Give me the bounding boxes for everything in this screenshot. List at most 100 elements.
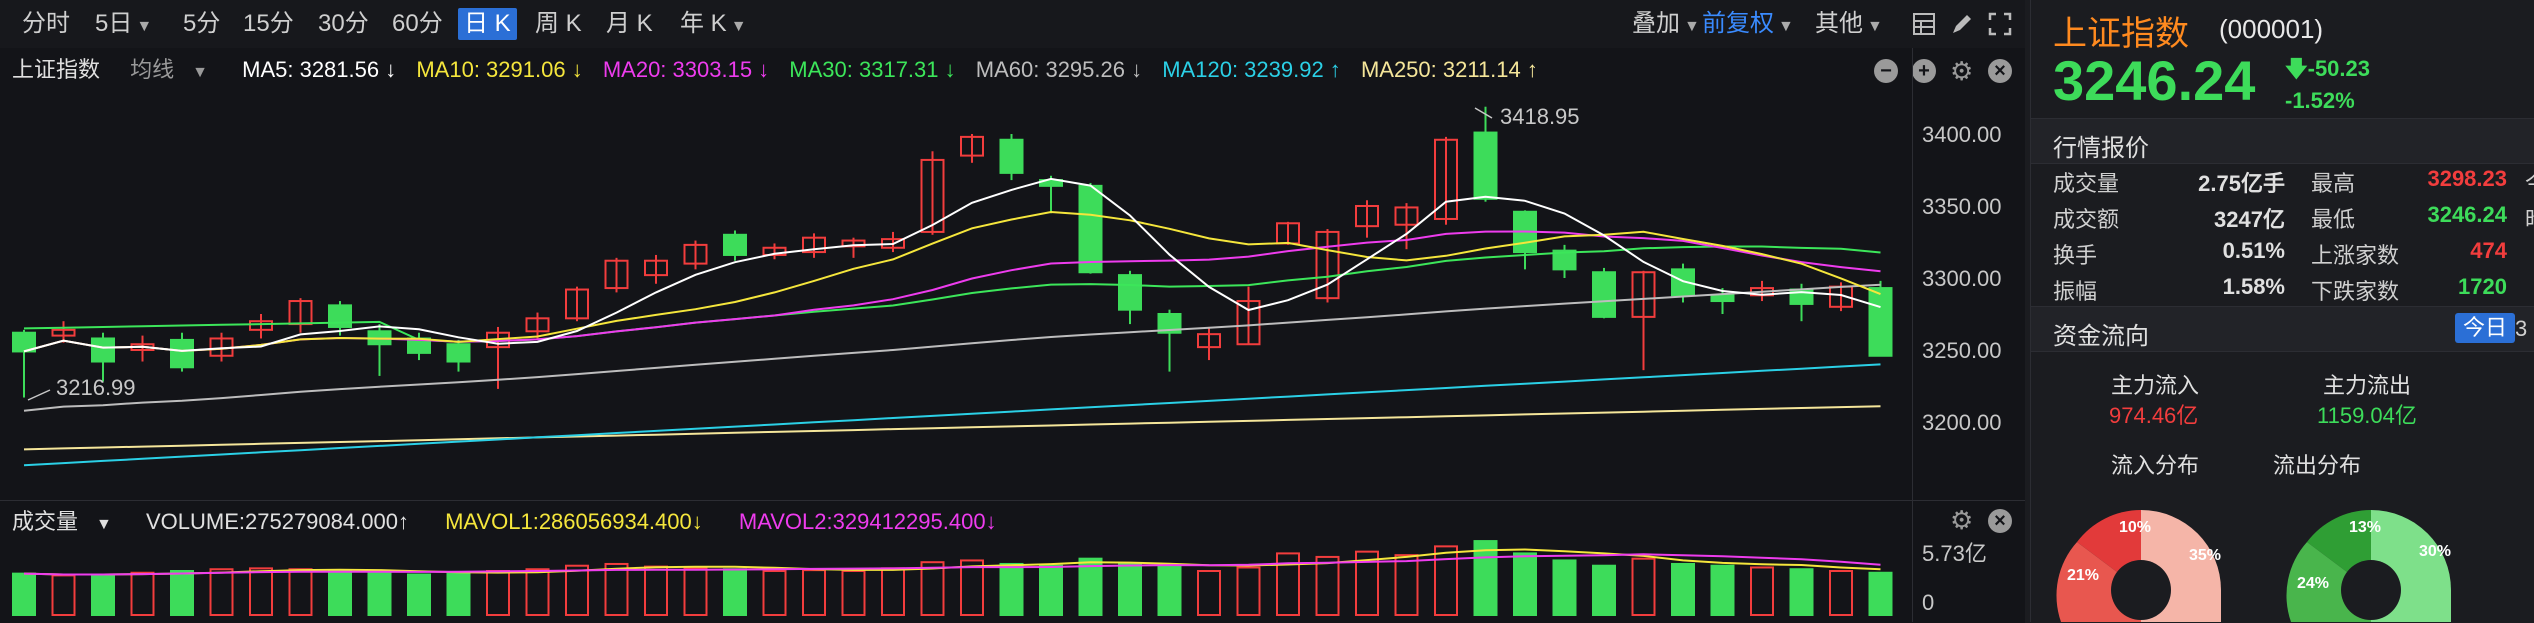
plus-circle-icon[interactable]: + (1912, 59, 1936, 83)
volume-bar (1552, 559, 1577, 617)
chevron-down-icon: ▼ (192, 64, 208, 81)
candle-body (446, 343, 471, 363)
tab-60min[interactable]: 60分 (392, 10, 443, 37)
candle-body (1473, 131, 1498, 200)
tab-day-k[interactable]: 日 K (458, 8, 517, 40)
adjust-menu[interactable]: 前复权 ▼ (1702, 8, 1794, 40)
volume-ma-group (23, 548, 1881, 576)
outflow-label: 主力流出 (2323, 373, 2412, 398)
other-menu[interactable]: 其他 ▼ (1815, 8, 1883, 40)
price-tick-3200: 3200.00 (1922, 410, 2002, 435)
outflow-pct-label: 30% (2419, 543, 2451, 560)
volume-bar (841, 570, 866, 616)
quote-label: 今开 (2525, 166, 2534, 198)
tab-15min[interactable]: 15分 (243, 10, 294, 37)
quote-index-code: (000001) (2219, 14, 2324, 44)
low-pointer-line (27, 389, 51, 401)
draw-pen-icon[interactable] (1950, 12, 1974, 36)
period-option-3[interactable]: 3 (2515, 316, 2528, 341)
minus-circle-icon[interactable]: − (1874, 59, 1898, 83)
tab-timeshare[interactable]: 分时 (22, 10, 70, 37)
candle-body (683, 243, 708, 265)
fund-flow-header: 资金流向 今日 3 (2031, 306, 2534, 352)
ma120-value: MA120: 3239.92 ↑ (1162, 57, 1341, 82)
quote-label: 成交量 (2053, 171, 2120, 196)
candle-body (1315, 230, 1340, 300)
tab-5day[interactable]: 5日 ▼ (95, 8, 152, 40)
tab-month-k[interactable]: 月 K (606, 10, 653, 37)
volume-bar (170, 570, 194, 616)
high-pointer-line (1474, 107, 1493, 119)
volume-bar (920, 561, 945, 617)
volume-bar (1039, 564, 1063, 616)
mavol1-value: MAVOL1:286056934.400↓ (445, 509, 703, 534)
candle-body (249, 320, 273, 331)
ma30-value: MA30: 3317.31 ↓ (789, 57, 956, 82)
gear-icon[interactable]: ⚙ (1950, 505, 1974, 535)
tab-30min[interactable]: 30分 (318, 10, 369, 37)
candle-body (1355, 205, 1379, 228)
ma-lines-group (23, 177, 1881, 467)
volume-bar (486, 570, 510, 616)
volume-bar (565, 564, 589, 616)
volume-bar (1434, 545, 1458, 616)
overlay-menu[interactable]: 叠加 ▼ (1632, 8, 1700, 40)
quote-section-header: 行情报价 (2031, 118, 2534, 164)
quote-value: 3246.24 (2427, 202, 2507, 227)
volume-bar (367, 571, 392, 617)
low-annotation: 3216.99 (56, 375, 136, 400)
volume-bar (999, 562, 1024, 617)
volume-bar (802, 569, 826, 616)
candle-body (1197, 333, 1221, 349)
candle-body (1078, 184, 1103, 274)
volume-value: VOLUME:275279084.000↑ (145, 509, 409, 534)
kline-chart[interactable]: 3418.95 3216.99 (0, 0, 2025, 622)
candle-body (1394, 206, 1419, 226)
close-circle-icon[interactable]: × (1988, 509, 2012, 533)
volume-bar (51, 574, 76, 617)
today-button[interactable]: 今日 (2455, 313, 2516, 343)
overlay-label: 叠加 (1632, 10, 1680, 37)
price-tick-3250: 3250.00 (1922, 338, 2002, 363)
volume-bar (1671, 562, 1695, 617)
volume-bar (644, 565, 668, 616)
gear-icon[interactable]: ⚙ (1950, 56, 1974, 86)
candle-body (920, 158, 945, 233)
fullscreen-icon[interactable] (1988, 12, 2012, 36)
ma10-value: MA10: 3291.06 ↓ (416, 57, 583, 82)
volume-bar (683, 567, 708, 616)
volume-bar (1236, 566, 1261, 616)
volume-bar (723, 568, 747, 616)
outflow-distribution-label: 流出分布 (2273, 453, 2362, 478)
volume-info-bar: 成交量 ▼ VOLUME:275279084.000↑ MAVOL1:286056… (0, 501, 1011, 543)
volume-bar (762, 570, 787, 616)
volume-bar (91, 573, 115, 617)
volume-bar (1592, 564, 1616, 616)
candle-body (802, 236, 826, 254)
volume-bar (1276, 552, 1300, 617)
tab-year-k[interactable]: 年 K ▼ (680, 8, 747, 40)
quote-value: 474 (2470, 238, 2507, 263)
volume-type-select[interactable]: 成交量 ▼ (12, 509, 126, 534)
volume-bar (407, 573, 431, 617)
candle-body (960, 135, 984, 157)
ma-type-select[interactable]: 均线 ▼ (130, 57, 222, 82)
tab-5min[interactable]: 5分 (183, 10, 221, 37)
quote-label: 最低 (2311, 207, 2356, 232)
volume-bar (328, 570, 352, 616)
candle-body (1710, 294, 1735, 303)
price-tick-3300: 3300.00 (1922, 266, 2002, 291)
close-circle-icon[interactable]: × (1988, 59, 2012, 83)
volume-bar (249, 567, 273, 616)
candle-body (1592, 271, 1616, 318)
volume-bar (446, 572, 471, 617)
quote-label: 振幅 (2053, 279, 2098, 304)
volume-bars-group (12, 540, 1893, 617)
outflow-donut-hole (2341, 560, 2401, 620)
quote-label: 下跌家数 (2311, 279, 2400, 304)
grid-layout-icon[interactable] (1912, 12, 1936, 36)
candle-body (91, 337, 115, 363)
volume-bar (881, 567, 905, 616)
candle-body (51, 328, 76, 337)
tab-week-k[interactable]: 周 K (535, 10, 582, 37)
